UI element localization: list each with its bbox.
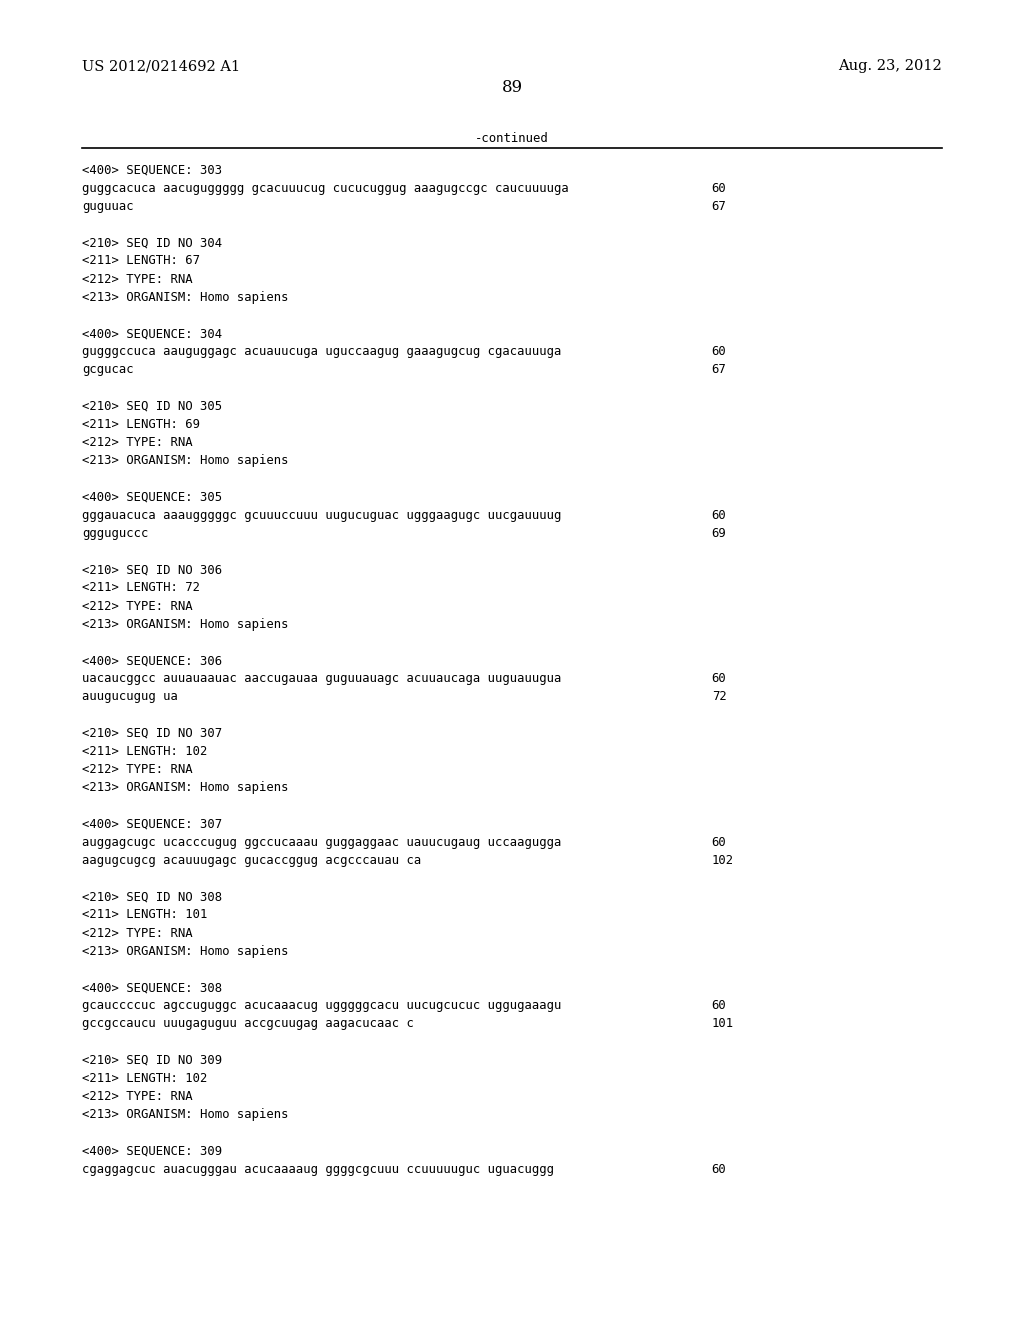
Text: <211> LENGTH: 101: <211> LENGTH: 101	[82, 908, 207, 921]
Text: <400> SEQUENCE: 309: <400> SEQUENCE: 309	[82, 1144, 222, 1158]
Text: gggauacuca aaaugggggc gcuuuccuuu uugucuguac ugggaagugc uucgauuuug: gggauacuca aaaugggggc gcuuuccuuu uugucug…	[82, 508, 561, 521]
Text: <400> SEQUENCE: 306: <400> SEQUENCE: 306	[82, 655, 222, 667]
Text: 60: 60	[712, 1163, 726, 1176]
Text: auggagcugc ucacccugug ggccucaaau guggaggaac uauucugaug uccaagugga: auggagcugc ucacccugug ggccucaaau guggagg…	[82, 836, 561, 849]
Text: ggguguccc: ggguguccc	[82, 527, 148, 540]
Text: Aug. 23, 2012: Aug. 23, 2012	[839, 59, 942, 74]
Text: <213> ORGANISM: Homo sapiens: <213> ORGANISM: Homo sapiens	[82, 290, 289, 304]
Text: auugucugug ua: auugucugug ua	[82, 690, 178, 704]
Text: <400> SEQUENCE: 305: <400> SEQUENCE: 305	[82, 491, 222, 504]
Text: <213> ORGANISM: Homo sapiens: <213> ORGANISM: Homo sapiens	[82, 945, 289, 958]
Text: 69: 69	[712, 527, 726, 540]
Text: gcgucac: gcgucac	[82, 363, 133, 376]
Text: <211> LENGTH: 67: <211> LENGTH: 67	[82, 255, 200, 268]
Text: -continued: -continued	[475, 132, 549, 145]
Text: <212> TYPE: RNA: <212> TYPE: RNA	[82, 927, 193, 940]
Text: cgaggagcuc auacugggau acucaaaaug ggggcgcuuu ccuuuuuguc uguacuggg: cgaggagcuc auacugggau acucaaaaug ggggcgc…	[82, 1163, 554, 1176]
Text: <210> SEQ ID NO 309: <210> SEQ ID NO 309	[82, 1053, 222, 1067]
Text: <212> TYPE: RNA: <212> TYPE: RNA	[82, 436, 193, 449]
Text: <211> LENGTH: 72: <211> LENGTH: 72	[82, 582, 200, 594]
Text: gugggccuca aauguggagc acuauucuga uguccaagug gaaagugcug cgacauuuga: gugggccuca aauguggagc acuauucuga uguccaa…	[82, 346, 561, 358]
Text: <400> SEQUENCE: 307: <400> SEQUENCE: 307	[82, 817, 222, 830]
Text: 67: 67	[712, 363, 726, 376]
Text: 60: 60	[712, 672, 726, 685]
Text: 60: 60	[712, 182, 726, 195]
Text: <210> SEQ ID NO 308: <210> SEQ ID NO 308	[82, 890, 222, 903]
Text: <212> TYPE: RNA: <212> TYPE: RNA	[82, 763, 193, 776]
Text: <210> SEQ ID NO 307: <210> SEQ ID NO 307	[82, 727, 222, 739]
Text: gcauccccuc agccuguggc acucaaacug ugggggcacu uucugcucuc uggugaaagu: gcauccccuc agccuguggc acucaaacug ugggggc…	[82, 999, 561, 1012]
Text: <400> SEQUENCE: 308: <400> SEQUENCE: 308	[82, 981, 222, 994]
Text: <210> SEQ ID NO 305: <210> SEQ ID NO 305	[82, 400, 222, 413]
Text: aagugcugcg acauuugagc gucaccggug acgcccauau ca: aagugcugcg acauuugagc gucaccggug acgccca…	[82, 854, 421, 867]
Text: <213> ORGANISM: Homo sapiens: <213> ORGANISM: Homo sapiens	[82, 1109, 289, 1121]
Text: <400> SEQUENCE: 304: <400> SEQUENCE: 304	[82, 327, 222, 341]
Text: 89: 89	[502, 79, 522, 96]
Text: <212> TYPE: RNA: <212> TYPE: RNA	[82, 1090, 193, 1104]
Text: 60: 60	[712, 346, 726, 358]
Text: <211> LENGTH: 102: <211> LENGTH: 102	[82, 1072, 207, 1085]
Text: uacaucggcc auuauaauac aaccugauaa guguuauagc acuuaucaga uuguauugua: uacaucggcc auuauaauac aaccugauaa guguuau…	[82, 672, 561, 685]
Text: <211> LENGTH: 69: <211> LENGTH: 69	[82, 418, 200, 430]
Text: 67: 67	[712, 199, 726, 213]
Text: <213> ORGANISM: Homo sapiens: <213> ORGANISM: Homo sapiens	[82, 454, 289, 467]
Text: <211> LENGTH: 102: <211> LENGTH: 102	[82, 744, 207, 758]
Text: <212> TYPE: RNA: <212> TYPE: RNA	[82, 273, 193, 285]
Text: guggcacuca aacuguggggg gcacuuucug cucucuggug aaagugccgc caucuuuuga: guggcacuca aacuguggggg gcacuuucug cucucu…	[82, 182, 568, 195]
Text: <210> SEQ ID NO 304: <210> SEQ ID NO 304	[82, 236, 222, 249]
Text: US 2012/0214692 A1: US 2012/0214692 A1	[82, 59, 240, 74]
Text: gccgccaucu uuugaguguu accgcuugag aagacucaac c: gccgccaucu uuugaguguu accgcuugag aagacuc…	[82, 1018, 414, 1031]
Text: <212> TYPE: RNA: <212> TYPE: RNA	[82, 599, 193, 612]
Text: 60: 60	[712, 836, 726, 849]
Text: <400> SEQUENCE: 303: <400> SEQUENCE: 303	[82, 164, 222, 177]
Text: 102: 102	[712, 854, 734, 867]
Text: <210> SEQ ID NO 306: <210> SEQ ID NO 306	[82, 564, 222, 577]
Text: <213> ORGANISM: Homo sapiens: <213> ORGANISM: Homo sapiens	[82, 781, 289, 795]
Text: <213> ORGANISM: Homo sapiens: <213> ORGANISM: Homo sapiens	[82, 618, 289, 631]
Text: 60: 60	[712, 508, 726, 521]
Text: 60: 60	[712, 999, 726, 1012]
Text: guguuac: guguuac	[82, 199, 133, 213]
Text: 101: 101	[712, 1018, 734, 1031]
Text: 72: 72	[712, 690, 726, 704]
